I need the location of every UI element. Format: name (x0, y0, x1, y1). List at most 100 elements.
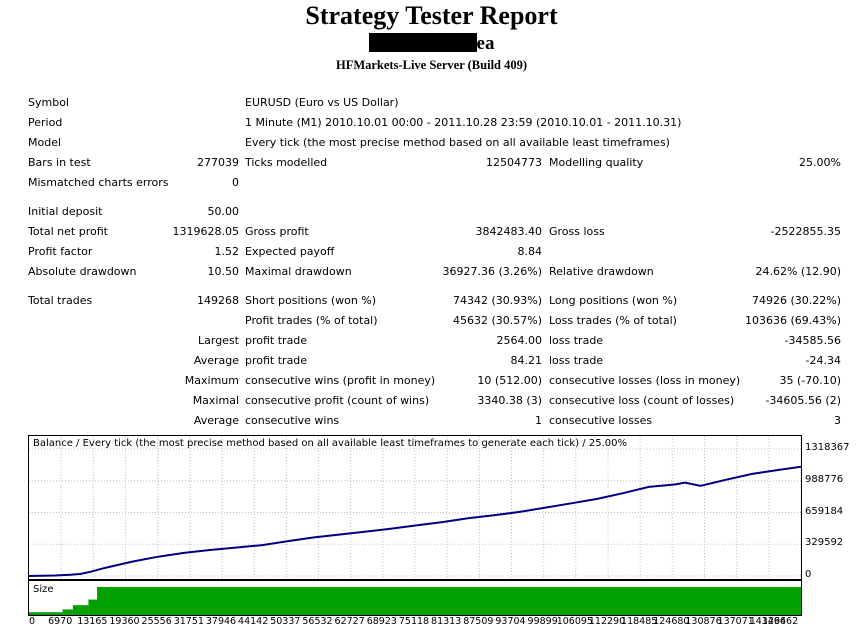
largest-profit-label: profit trade (245, 334, 308, 347)
avg-consecutive-wins-label: consecutive wins (245, 414, 340, 427)
mismatch-label: Mismatched charts errors (28, 176, 169, 189)
net-profit-label: Total net profit (28, 225, 108, 238)
gross-profit-label: Gross profit (245, 225, 309, 238)
y-tick-label: 329592 (805, 537, 844, 549)
ticks-value: 12504773 (486, 156, 542, 169)
symbol-label: Symbol (28, 96, 69, 109)
x-axis-labels: 0 6970 13165 19360 25556 31751 37946 44142 50337… (28, 616, 808, 630)
redacted-name-block (368, 33, 477, 52)
x-tick-label: 143266 (749, 616, 786, 627)
y-tick-label: 988776 (805, 473, 844, 485)
avg-consecutive-losses-value: 3 (834, 414, 841, 427)
model-value: Every tick (the most precise method base… (245, 136, 670, 149)
short-positions-value: 74342 (30.93%) (452, 294, 542, 307)
server-name: HFMarkets-Live Server (Build 409) (335, 58, 528, 72)
short-positions-label: Short positions (won %) (245, 294, 377, 307)
total-trades-value: 149268 (197, 294, 239, 307)
maximal-label: Maximal (192, 394, 239, 407)
y-tick-label: 0 (805, 569, 812, 580)
mismatch-value: 0 (232, 176, 239, 189)
x-tick-label: 56532 (302, 616, 333, 627)
largest-loss-value: -34585.56 (784, 334, 841, 347)
size-chart-plot (29, 587, 801, 615)
gross-profit-value: 3842483.40 (475, 225, 542, 238)
max-consecutive-losses-value: 35 (-70.10) (779, 374, 841, 387)
maximal-consecutive-loss-label: consecutive loss (count of losses) (549, 394, 735, 407)
x-tick-label: 124680 (653, 616, 690, 627)
largest-profit-value: 2564.00 (496, 334, 543, 347)
size-chart-label: Size (33, 584, 54, 595)
size-bar (29, 612, 63, 615)
total-trades-label: Total trades (28, 294, 93, 307)
bars-label: Bars in test (28, 156, 91, 169)
size-bar (62, 609, 73, 615)
x-tick-label: 112290 (588, 616, 626, 627)
loss-trades-value: 103636 (69.43%) (744, 314, 841, 327)
x-tick-label: 130876 (685, 616, 722, 627)
ticks-label: Ticks modelled (245, 156, 328, 169)
chart-title: Balance / Every tick (the most precise m… (33, 438, 627, 449)
average-profit-value: 84.21 (510, 354, 543, 367)
x-tick-label: 149462 (761, 616, 799, 627)
profit-factor-value: 1.52 (214, 245, 240, 258)
quality-value: 25.00% (799, 156, 841, 169)
x-tick-label: 87509 (463, 616, 494, 627)
report-title: Strategy Tester Report (305, 1, 558, 30)
absolute-drawdown-value: 10.50 (207, 265, 240, 278)
balance-chart-plot (29, 436, 801, 579)
x-tick-label: 31751 (173, 616, 204, 627)
period-value: 1 Minute (M1) 2010.10.01 00:00 - 2011.10… (245, 116, 682, 129)
average-loss-label: loss trade (549, 354, 604, 367)
x-tick-label: 37946 (205, 616, 237, 627)
profit-factor-label: Profit factor (28, 245, 93, 258)
gross-loss-label: Gross loss (549, 225, 605, 238)
relative-drawdown-label: Relative drawdown (549, 265, 654, 278)
maximum-label: Maximum (184, 374, 239, 387)
x-tick-label: 50337 (270, 616, 301, 627)
y-tick-label: 1318367 (805, 442, 850, 453)
maximal-consecutive-profit-value: 3340.38 (3) (477, 394, 542, 407)
average-profit-label: profit trade (245, 354, 308, 367)
maximal-consecutive-loss-value: -34605.56 (2) (765, 394, 841, 407)
symbol-value: EURUSD (Euro vs US Dollar) (245, 96, 399, 109)
max-consecutive-wins-label: consecutive wins (profit in money) (245, 374, 436, 387)
x-tick-label: 99899 (527, 616, 558, 627)
x-tick-label: 44142 (238, 616, 269, 627)
gross-loss-value: -2522855.35 (770, 225, 841, 238)
expected-payoff-label: Expected payoff (245, 245, 335, 258)
y-tick-label: 659184 (805, 505, 844, 517)
loss-trades-label: Loss trades (% of total) (549, 314, 677, 327)
relative-drawdown-value: 24.62% (12.90) (755, 265, 841, 278)
size-bar (88, 599, 97, 615)
maximal-drawdown-label: Maximal drawdown (245, 265, 352, 278)
average-consecutive-label: Average (193, 414, 239, 427)
largest-loss-label: loss trade (549, 334, 604, 347)
balance-chart: Balance / Every tick (the most precise m… (28, 435, 802, 580)
profit-trades-label: Profit trades (% of total) (245, 314, 378, 327)
ea-name: ea (0, 33, 863, 55)
x-tick-label: 6970 (48, 616, 73, 627)
average-loss-value: -24.34 (805, 354, 841, 367)
max-consecutive-losses-label: consecutive losses (loss in money) (549, 374, 741, 387)
size-chart: Size (28, 580, 802, 616)
x-tick-label: 75118 (398, 616, 430, 627)
deposit-value: 50.00 (207, 205, 240, 218)
size-bar (72, 605, 89, 615)
maximal-consecutive-profit-label: consecutive profit (count of wins) (245, 394, 430, 407)
x-tick-label: 25556 (141, 616, 172, 627)
ea-suffix: ea (476, 33, 495, 54)
x-tick-label: 137071 (717, 616, 754, 627)
x-tick-label: 81313 (431, 616, 462, 627)
avg-consecutive-wins-value: 1 (535, 414, 542, 427)
x-tick-label: 62727 (334, 616, 365, 627)
balance-series-line (29, 465, 801, 577)
x-tick-label: 13165 (77, 616, 108, 627)
x-tick-label: 118485 (621, 616, 658, 627)
absolute-drawdown-label: Absolute drawdown (28, 265, 137, 278)
net-profit-value: 1319628.05 (172, 225, 239, 238)
bars-value: 277039 (197, 156, 239, 169)
long-positions-label: Long positions (won %) (549, 294, 678, 307)
x-tick-label: 93704 (495, 616, 526, 627)
maximal-drawdown-value: 36927.36 (3.26%) (442, 265, 542, 278)
deposit-label: Initial deposit (28, 205, 103, 218)
